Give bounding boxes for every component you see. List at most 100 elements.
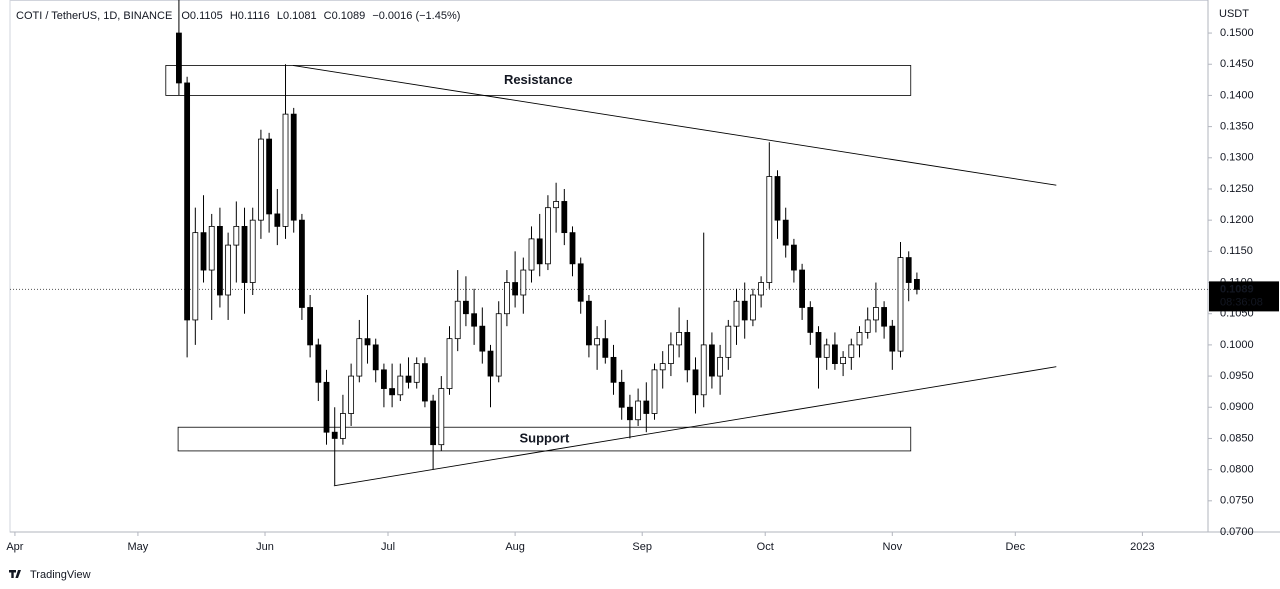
candle-body <box>479 325 486 352</box>
candle-body <box>463 300 469 315</box>
y-tick-label: 0.1000 <box>1220 339 1254 351</box>
countdown: 08:36:08 <box>1220 296 1263 308</box>
candle-body <box>815 332 822 358</box>
close: C0.1089 <box>324 10 366 22</box>
candle-body <box>782 219 789 246</box>
brand-logo <box>8 570 21 578</box>
candle-body <box>225 244 232 296</box>
candle-body <box>823 344 830 358</box>
candle-body <box>709 344 715 377</box>
y-tick-label: 0.0900 <box>1220 401 1254 413</box>
y-tick-label: 0.1500 <box>1220 27 1254 39</box>
x-tick-label: May <box>128 541 149 553</box>
candle-body <box>331 431 338 439</box>
candle-body <box>668 344 674 365</box>
candle-body <box>315 344 322 383</box>
y-tick-label: 0.0750 <box>1220 495 1254 507</box>
candle-body <box>750 294 756 321</box>
candle-body <box>840 356 847 365</box>
candle-body <box>799 269 806 308</box>
candle-body <box>258 138 264 221</box>
candle-body <box>184 82 191 321</box>
candle-body <box>618 381 625 408</box>
y-tick-label: 0.1150 <box>1220 245 1253 257</box>
candle-body <box>504 282 510 315</box>
candle-body <box>381 369 387 389</box>
last-price-box <box>1209 281 1279 312</box>
candle-body <box>758 282 765 296</box>
candle-body <box>364 338 371 346</box>
candle-body <box>241 225 248 283</box>
candle-body <box>717 356 724 377</box>
candle-body <box>233 225 240 246</box>
candle-body <box>848 344 855 358</box>
candle-body <box>766 176 773 283</box>
y-tick-label: 0.0800 <box>1220 464 1254 476</box>
candle-body <box>495 313 502 377</box>
candle-body <box>684 332 691 371</box>
candle-body <box>643 400 650 414</box>
candle-body <box>545 207 551 265</box>
candle-body <box>282 113 289 227</box>
candle-body <box>422 363 428 402</box>
candle-body <box>873 307 879 321</box>
candle-body <box>430 400 437 446</box>
candle-body <box>889 325 896 352</box>
x-tick-label: Sep <box>632 541 652 553</box>
candle-body <box>389 388 396 396</box>
candle-body <box>569 232 576 265</box>
candle-body <box>405 375 412 383</box>
candle-body <box>832 344 838 365</box>
zone-box <box>165 65 912 96</box>
x-tick-label: Dec <box>1006 541 1026 553</box>
candle-body <box>372 344 379 371</box>
candle-body <box>610 356 617 383</box>
x-tick-label: Jul <box>381 541 395 553</box>
change: −0.0016 (−1.45%) <box>372 10 460 22</box>
candle-body <box>741 300 748 321</box>
x-tick-label: 2023 <box>1130 541 1154 553</box>
candle-body <box>914 279 920 290</box>
candle-body <box>413 363 420 383</box>
low: L0.1081 <box>277 10 317 22</box>
candle-body <box>553 201 560 209</box>
candle-body <box>323 381 330 433</box>
candle-body <box>454 300 461 340</box>
candle-body <box>217 225 223 296</box>
candle-body <box>176 32 182 84</box>
candle-body <box>692 369 699 396</box>
candle-body <box>356 338 363 377</box>
brand: TradingView <box>30 569 91 581</box>
candle-body <box>651 369 658 414</box>
candle-body <box>864 319 871 333</box>
x-tick-label: Oct <box>757 541 774 553</box>
candle-body <box>471 313 478 327</box>
x-tick-label: Apr <box>6 541 23 553</box>
open: O0.1105 <box>181 10 222 22</box>
candle-body <box>635 400 642 421</box>
y-unit: USDT <box>1219 8 1249 20</box>
plot-layer: Resistance Support <box>10 0 1208 487</box>
y-tick-label: 0.1450 <box>1220 58 1254 70</box>
candle-body <box>299 219 305 308</box>
candle-body <box>266 138 273 215</box>
candle-body <box>249 219 256 283</box>
candle-body <box>307 307 314 346</box>
candle-body <box>897 257 904 352</box>
candle-body <box>340 413 346 439</box>
symbol: COTI / TetherUS, 1D, BINANCE <box>16 10 172 22</box>
candle-body <box>733 300 740 327</box>
candle-body <box>774 176 781 221</box>
candle-body <box>348 375 355 414</box>
candle-body <box>512 282 519 296</box>
y-tick-label: 0.0700 <box>1220 526 1254 538</box>
candle-body <box>397 375 404 396</box>
candle-body <box>528 238 535 271</box>
candle-body <box>905 257 912 283</box>
candle-body <box>446 338 453 389</box>
candle-body <box>725 325 732 358</box>
candle-body <box>274 213 281 227</box>
candle-body <box>676 332 683 346</box>
candle-body <box>290 113 297 221</box>
